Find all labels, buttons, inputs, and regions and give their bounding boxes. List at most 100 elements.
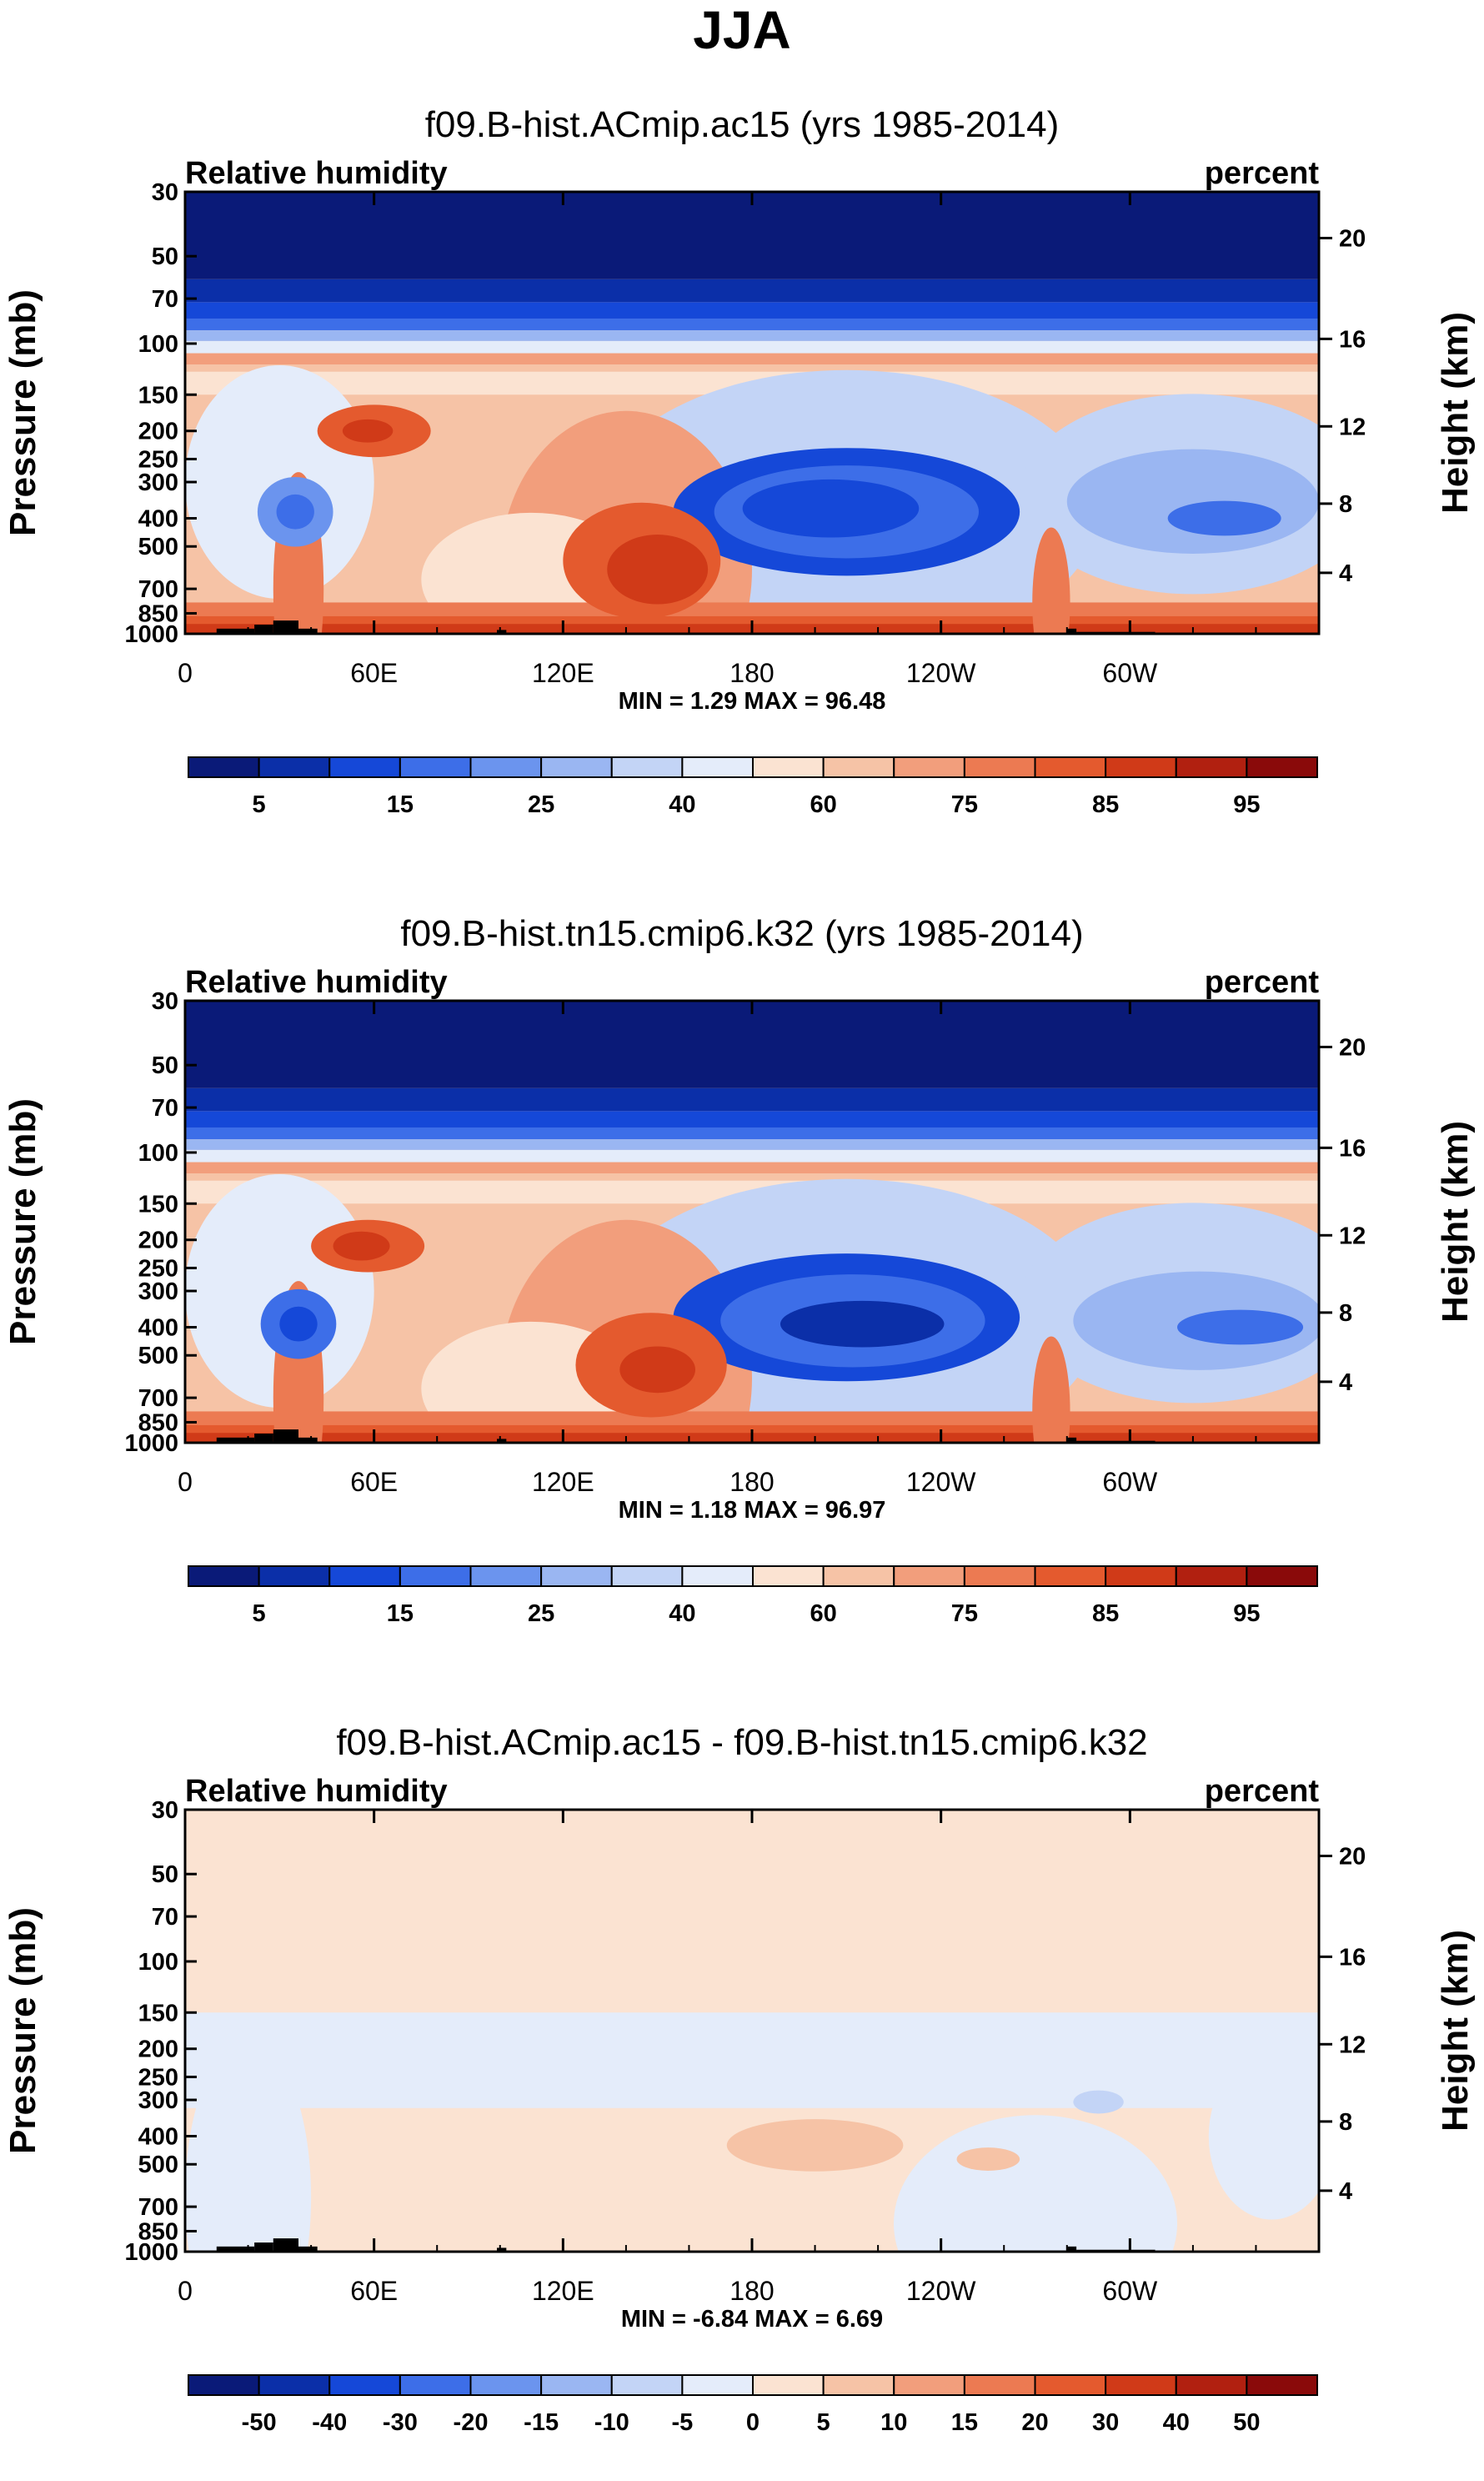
stratosphere-band <box>185 1149 1319 1163</box>
x-tick-label: 180 <box>729 2276 774 2306</box>
colorbar-label: 60 <box>810 791 836 818</box>
contour-blob <box>607 535 709 605</box>
x-tick-label: 120E <box>532 1467 594 1497</box>
contour-blob <box>956 2147 1020 2171</box>
colorbar-label: 40 <box>669 791 695 818</box>
y-tick-label: 300 <box>138 470 178 496</box>
x-tick-label: 180 <box>729 658 774 688</box>
colorbar-label: 30 <box>1092 2409 1119 2436</box>
contour-blob <box>1167 500 1281 536</box>
field <box>185 192 1319 634</box>
x-tick-label: 120W <box>906 658 976 688</box>
z-tick-label: 16 <box>1339 1944 1366 1971</box>
colorbar-swatch <box>1175 1565 1248 1587</box>
z-tick-label: 20 <box>1339 1843 1366 1870</box>
panel-title: f09.B-hist.ACmip.ac15 - f09.B-hist.tn15.… <box>336 1722 1147 1763</box>
z-axis-label: Height (km) <box>1435 312 1476 514</box>
convective-plume <box>1032 527 1070 634</box>
stratosphere-band <box>185 318 1319 331</box>
colorbar-swatch <box>399 1565 472 1587</box>
colorbar-swatch <box>681 756 754 778</box>
stratosphere-band <box>185 192 1319 279</box>
y-tick-label: 700 <box>138 2194 178 2221</box>
colorbar-label: 85 <box>1092 791 1119 818</box>
colorbar-swatch <box>752 1565 825 1587</box>
y-tick-label: 150 <box>138 382 178 409</box>
z-tick-label: 12 <box>1339 2032 1366 2058</box>
colorbar-label: 5 <box>253 791 266 818</box>
y-tick-label: 700 <box>138 1385 178 1412</box>
colorbar-label: -30 <box>383 2409 418 2436</box>
negative-region <box>894 2115 1177 2252</box>
colorbar-swatch <box>822 1565 895 1587</box>
field <box>185 1810 1319 2252</box>
land-mask <box>1066 1437 1077 1443</box>
y-tick-label: 100 <box>138 1140 178 1167</box>
colorbar-swatch <box>1175 756 1248 778</box>
colorbar-label: 40 <box>1163 2409 1190 2436</box>
colorbar-swatch <box>258 756 331 778</box>
colorbar-label: 85 <box>1092 1600 1119 1627</box>
colorbar-label: 40 <box>669 1600 695 1627</box>
colorbar-swatch <box>328 2374 401 2396</box>
z-tick-label: 8 <box>1339 1300 1352 1327</box>
z-tick-label: 20 <box>1339 225 1366 252</box>
y-tick-label: 850 <box>138 1409 178 1436</box>
colorbar-swatch <box>610 1565 684 1587</box>
colorbar-swatch <box>1105 1565 1177 1587</box>
colorbar-label: 5 <box>817 2409 830 2436</box>
colorbar-label: 75 <box>951 791 978 818</box>
y-tick-label: 70 <box>152 1095 178 1122</box>
panel-3: f09.B-hist.ACmip.ac15 - f09.B-hist.tn15.… <box>3 1722 1476 2436</box>
colorbar-swatch <box>469 2374 543 2396</box>
colorbar-label: -15 <box>524 2409 559 2436</box>
y-tick-label: 50 <box>152 1861 178 1888</box>
x-tick-label: 120E <box>532 658 594 688</box>
colorbar: 5 15 25 40 60 75 85 95 <box>188 756 1318 818</box>
z-tick-label: 4 <box>1339 1369 1352 1396</box>
field <box>185 1001 1319 1443</box>
figure-title: JJA <box>693 0 790 60</box>
y-axis-label: Pressure (mb) <box>3 289 43 536</box>
y-tick-label: 500 <box>138 534 178 560</box>
colorbar: 5 15 25 40 60 75 85 95 <box>188 1565 1318 1627</box>
contour-blob <box>1177 1309 1304 1345</box>
colorbar-label: -5 <box>671 2409 693 2436</box>
contour-blob <box>276 494 314 530</box>
z-tick-label: 8 <box>1339 2109 1352 2136</box>
colorbar-label: 60 <box>810 1600 836 1627</box>
colorbar-swatch <box>822 2374 895 2396</box>
stratosphere-band <box>185 302 1319 319</box>
colorbar-swatch <box>1246 2374 1318 2396</box>
colorbar-label: 25 <box>528 791 554 818</box>
x-tick-label: 120W <box>906 1467 976 1497</box>
units-label: percent <box>1205 156 1320 191</box>
y-tick-label: 70 <box>152 286 178 313</box>
contour-blob <box>780 1300 945 1348</box>
land-mask <box>1066 2246 1077 2252</box>
y-tick-label: 400 <box>138 506 178 533</box>
colorbar-label: 75 <box>951 1600 978 1627</box>
colorbar-swatch <box>752 2374 825 2396</box>
contour-blob <box>619 1346 696 1394</box>
stratosphere-band <box>185 340 1319 354</box>
land-mask <box>216 2246 255 2252</box>
colorbar-swatch <box>822 756 895 778</box>
stratosphere-band <box>185 330 1319 341</box>
stratosphere-band <box>185 1111 1319 1127</box>
z-tick-label: 4 <box>1339 560 1352 587</box>
z-tick-label: 12 <box>1339 414 1366 440</box>
colorbar-label: 15 <box>387 1600 414 1627</box>
y-tick-label: 30 <box>152 988 178 1015</box>
contour-blob <box>1073 2090 1124 2114</box>
land-mask <box>254 625 273 634</box>
colorbar-label: -10 <box>594 2409 629 2436</box>
colorbar-label: 15 <box>951 2409 978 2436</box>
variable-label: Relative humidity <box>185 965 448 1000</box>
colorbar-swatch <box>610 2374 684 2396</box>
stratosphere-band <box>185 1001 1319 1088</box>
y-tick-label: 30 <box>152 1797 178 1824</box>
y-tick-label: 1000 <box>124 2239 178 2266</box>
colorbar-swatch <box>328 1565 401 1587</box>
colorbar-swatch <box>540 1565 613 1587</box>
